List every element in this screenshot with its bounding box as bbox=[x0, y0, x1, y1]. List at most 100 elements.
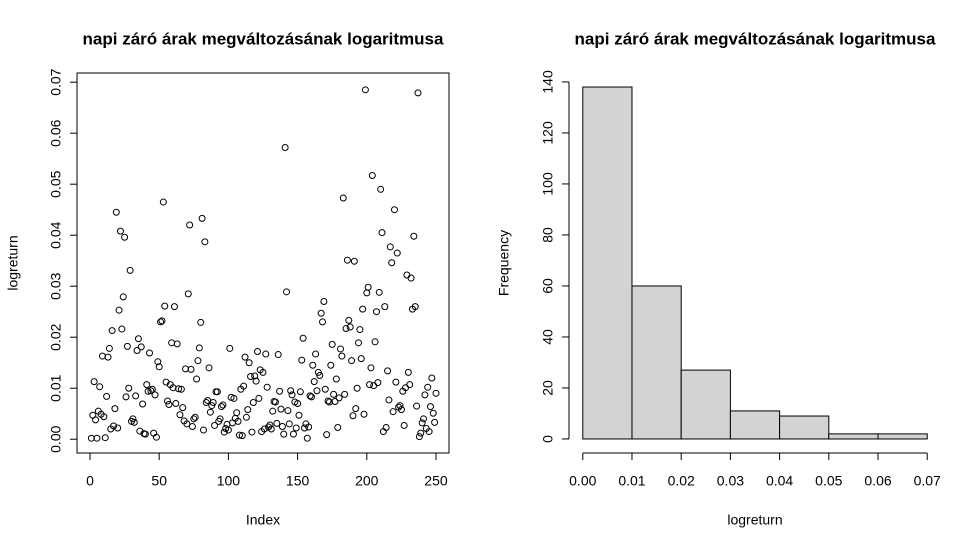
point bbox=[202, 399, 210, 407]
y-tick-label: 0.06 bbox=[48, 119, 64, 146]
point bbox=[299, 334, 307, 342]
point bbox=[213, 388, 221, 396]
point bbox=[341, 390, 349, 398]
point bbox=[247, 372, 255, 380]
point bbox=[111, 405, 119, 413]
point bbox=[164, 397, 172, 405]
point bbox=[353, 384, 361, 392]
x-tick-label: 0.01 bbox=[618, 473, 645, 489]
point bbox=[346, 323, 354, 331]
point bbox=[146, 349, 154, 357]
point bbox=[188, 422, 196, 430]
point bbox=[324, 397, 332, 405]
point bbox=[147, 387, 155, 395]
point bbox=[260, 425, 268, 433]
bar bbox=[779, 415, 830, 440]
point bbox=[230, 394, 238, 402]
y-tick-label: 0.00 bbox=[48, 425, 64, 452]
point bbox=[112, 208, 120, 216]
y-axis-label: logreturn bbox=[5, 235, 21, 290]
point bbox=[103, 392, 111, 400]
point bbox=[350, 257, 358, 265]
point bbox=[251, 372, 259, 380]
point bbox=[418, 419, 426, 427]
point bbox=[186, 221, 194, 229]
x-tick-label: 250 bbox=[424, 473, 448, 489]
point bbox=[313, 387, 321, 395]
point bbox=[170, 303, 178, 311]
point bbox=[410, 232, 418, 240]
y-tick-label: 0.02 bbox=[48, 323, 64, 350]
point bbox=[173, 340, 181, 348]
point bbox=[301, 424, 309, 432]
point bbox=[198, 214, 206, 222]
point bbox=[309, 361, 317, 369]
point bbox=[271, 398, 279, 406]
point bbox=[385, 396, 393, 404]
point bbox=[364, 283, 372, 291]
point bbox=[195, 344, 203, 352]
y-tick-label: 80 bbox=[540, 227, 556, 243]
x-tick-label: 0.04 bbox=[766, 473, 793, 489]
point bbox=[205, 364, 213, 372]
x-axis-label: logreturn bbox=[727, 512, 782, 528]
point bbox=[226, 344, 234, 352]
point bbox=[199, 426, 207, 434]
point bbox=[392, 378, 400, 386]
x-tick-label: 0.07 bbox=[914, 473, 941, 489]
point bbox=[349, 412, 357, 420]
point bbox=[244, 406, 252, 414]
point bbox=[296, 388, 304, 396]
point bbox=[123, 342, 131, 350]
point bbox=[396, 402, 404, 410]
point bbox=[241, 353, 249, 361]
point bbox=[137, 343, 145, 351]
y-tick-label: 0.07 bbox=[48, 68, 64, 95]
plot-frame bbox=[76, 72, 450, 454]
point bbox=[320, 298, 328, 306]
point bbox=[431, 418, 439, 426]
y-tick-label: 120 bbox=[540, 121, 556, 145]
point bbox=[393, 249, 401, 257]
point bbox=[187, 365, 195, 373]
point bbox=[295, 411, 303, 419]
point bbox=[357, 355, 365, 363]
point bbox=[206, 408, 214, 416]
point bbox=[216, 415, 224, 423]
point bbox=[154, 358, 162, 366]
bar bbox=[582, 86, 633, 440]
y-tick-label: 40 bbox=[540, 329, 556, 345]
point bbox=[312, 350, 320, 358]
point bbox=[274, 351, 282, 359]
point bbox=[143, 381, 151, 389]
point bbox=[219, 401, 227, 409]
point bbox=[209, 399, 217, 407]
point bbox=[284, 407, 292, 415]
point bbox=[319, 318, 327, 326]
chart-title: napi záró árak megváltozásának logaritmu… bbox=[83, 29, 444, 48]
point bbox=[332, 375, 340, 383]
point bbox=[281, 143, 289, 151]
point bbox=[96, 383, 104, 391]
point bbox=[424, 383, 432, 391]
point bbox=[132, 392, 140, 400]
y-tick-label: 20 bbox=[540, 380, 556, 396]
point bbox=[234, 417, 242, 425]
point bbox=[168, 339, 176, 347]
point bbox=[316, 371, 324, 379]
bar bbox=[729, 410, 781, 440]
point bbox=[368, 172, 376, 180]
point bbox=[201, 238, 209, 246]
point bbox=[370, 382, 378, 390]
y-tick-label: 0.05 bbox=[48, 170, 64, 197]
point bbox=[374, 379, 382, 387]
point bbox=[366, 381, 374, 389]
point bbox=[118, 325, 126, 333]
x-tick-label: 0.05 bbox=[815, 473, 842, 489]
point bbox=[276, 387, 284, 395]
point bbox=[378, 229, 386, 237]
point bbox=[141, 430, 149, 438]
point bbox=[139, 400, 147, 408]
point bbox=[194, 357, 202, 365]
point bbox=[294, 400, 302, 408]
